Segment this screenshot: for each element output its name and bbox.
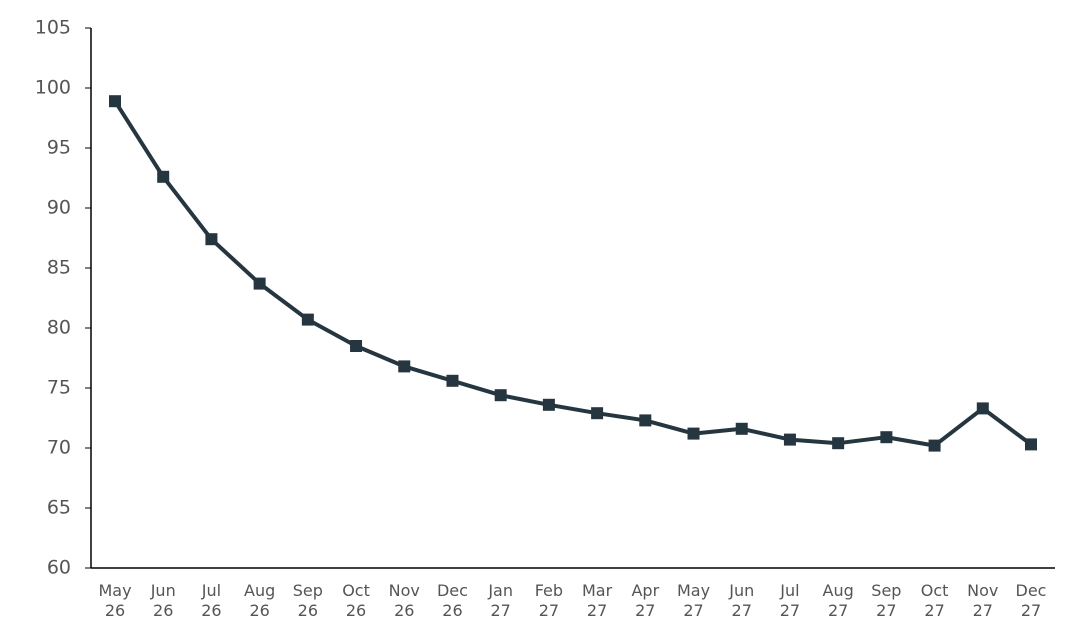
x-tick-label: Mar 27 bbox=[582, 581, 613, 620]
marker bbox=[976, 402, 989, 415]
x-tick-label: May 26 bbox=[98, 581, 132, 620]
x-tick-label: Aug 27 bbox=[822, 581, 854, 620]
marker bbox=[783, 433, 796, 446]
marker bbox=[928, 439, 941, 452]
x-tick-label: Sep 26 bbox=[292, 581, 323, 620]
x-tick-label: Jun 27 bbox=[729, 581, 755, 620]
marker bbox=[591, 407, 604, 420]
x-tick-label: Jul 26 bbox=[201, 581, 222, 620]
y-tick-label: 85 bbox=[47, 257, 71, 279]
x-tick-label: Oct 26 bbox=[342, 581, 370, 620]
x-tick-label: Nov 26 bbox=[388, 581, 420, 620]
marker bbox=[687, 427, 700, 440]
x-tick-label: Jan 27 bbox=[488, 581, 513, 620]
x-tick-label: Sep 27 bbox=[871, 581, 902, 620]
y-tick-label: 80 bbox=[47, 317, 71, 339]
marker bbox=[880, 431, 893, 444]
x-tick-label: Aug 26 bbox=[244, 581, 276, 620]
line bbox=[113, 100, 1033, 448]
marker bbox=[542, 398, 555, 411]
marker bbox=[398, 360, 411, 373]
x-tick-label: Dec 27 bbox=[1015, 581, 1047, 620]
marker bbox=[157, 170, 170, 183]
marker bbox=[205, 233, 218, 246]
marker bbox=[253, 277, 266, 290]
y-tick-label: 75 bbox=[47, 377, 71, 399]
marker bbox=[1025, 438, 1037, 451]
marker bbox=[832, 437, 845, 450]
y-tick-label: 90 bbox=[47, 197, 71, 219]
y-tick-label: 95 bbox=[47, 137, 71, 159]
marker bbox=[494, 389, 507, 402]
x-tick-label: Jun 26 bbox=[150, 581, 176, 620]
marker bbox=[109, 95, 121, 108]
marker bbox=[446, 374, 459, 387]
x-tick-label: Feb 27 bbox=[534, 581, 564, 620]
y-tick-label: 70 bbox=[47, 437, 71, 459]
x-tick-label: Oct 27 bbox=[920, 581, 949, 620]
y-tick-label: 65 bbox=[47, 497, 71, 519]
marker bbox=[735, 422, 748, 435]
x-tick-label: Jul 27 bbox=[779, 581, 801, 620]
x-tick-label: Apr 27 bbox=[631, 581, 660, 620]
y-tick-label: 100 bbox=[35, 77, 71, 99]
marker bbox=[301, 313, 314, 326]
x-tick-label: May 27 bbox=[676, 581, 711, 620]
x-tick-label: Nov 27 bbox=[967, 581, 999, 620]
y-tick-label: 105 bbox=[35, 17, 71, 39]
marker bbox=[639, 414, 652, 427]
y-tick-label: 60 bbox=[47, 557, 71, 579]
marker bbox=[350, 340, 363, 352]
x-tick-label: Dec 26 bbox=[436, 581, 468, 620]
